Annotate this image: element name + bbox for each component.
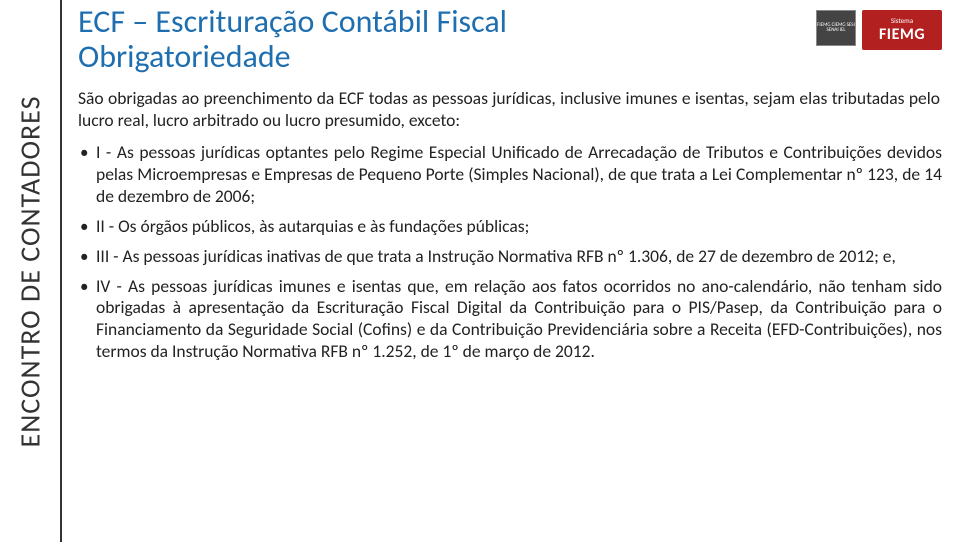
slide-title-line1: ECF – Escrituração Contábil Fiscal bbox=[78, 4, 942, 39]
list-item: IV - As pessoas jurídicas imunes e isent… bbox=[78, 276, 942, 364]
slide-title-line2: Obrigatoriedade bbox=[78, 39, 942, 74]
item-list: I - As pessoas jurídicas optantes pelo R… bbox=[78, 142, 942, 363]
list-item: I - As pessoas jurídicas optantes pelo R… bbox=[78, 142, 942, 208]
sidebar-label: ENCONTRO DE CONTADORES bbox=[13, 95, 48, 447]
intro-paragraph: São obrigadas ao preenchimento da ECF to… bbox=[78, 88, 942, 132]
list-item: III - As pessoas jurídicas inativas de q… bbox=[78, 246, 942, 268]
slide-content: ECF – Escrituração Contábil Fiscal Obrig… bbox=[78, 4, 942, 532]
sidebar: ENCONTRO DE CONTADORES bbox=[0, 0, 62, 542]
list-item: II - Os órgãos públicos, às autarquias e… bbox=[78, 216, 942, 238]
